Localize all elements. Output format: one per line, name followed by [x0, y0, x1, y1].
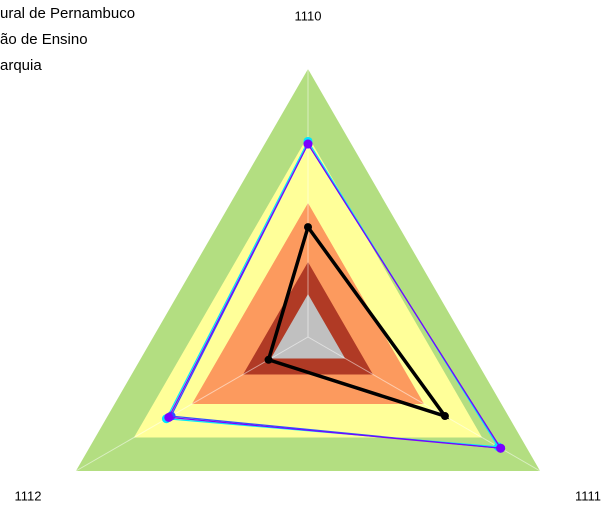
title-line: ural de Pernambuco: [0, 5, 135, 22]
axis-label: 1110: [295, 8, 322, 23]
series-point: [304, 223, 312, 232]
series-line: [167, 142, 502, 449]
series-point: [496, 443, 506, 453]
series-point: [164, 412, 174, 422]
series-point: [303, 139, 313, 149]
series-point: [440, 412, 449, 421]
series-point: [264, 355, 273, 364]
axis-label: 1111: [575, 488, 601, 503]
title-line: arquia: [0, 57, 42, 74]
title-line: ão de Ensino: [0, 31, 88, 48]
series-line: [266, 223, 450, 420]
axis-label: 1112: [15, 488, 42, 503]
